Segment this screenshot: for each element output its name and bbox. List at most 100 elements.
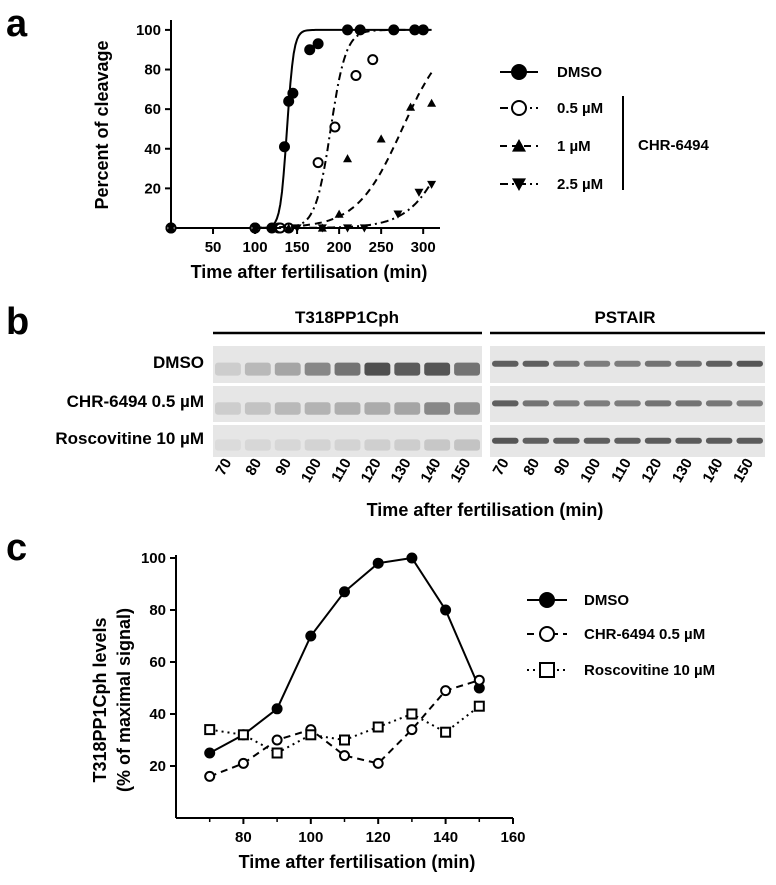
panel-c-y-label-units: (% of maximal signal) [114,608,134,792]
panel-c-y-tick-label: 60 [149,654,166,671]
blot-band [304,439,331,451]
blot-lane-label: 80 [520,456,543,479]
series-line [209,679,480,778]
legend-label: 2.5 µM [557,176,603,193]
data-point [305,630,317,642]
panel-a-x-tick-label: 300 [411,239,436,256]
data-point [427,98,437,107]
blot-band [244,362,271,376]
data-point [406,724,418,736]
blot-x-label: Time after fertilisation (min) [367,500,604,520]
legend-label: CHR-6494 0.5 µM [584,626,705,643]
data-point [393,210,403,219]
blot-band [334,402,361,415]
blot-band [583,437,611,444]
data-point [339,750,350,762]
data-point [204,770,216,782]
data-point [278,141,290,153]
blot-row-label: DMSO [153,353,204,372]
data-point [237,757,249,769]
data-point [427,180,437,189]
panel-c-legend: DMSO CHR-6494 0.5 µM Roscovitine 10 µM [527,592,715,679]
panel-c-letter: c [6,527,27,569]
data-point [166,224,176,233]
data-point [204,747,216,759]
blot-band [364,439,391,451]
blot-band [522,400,550,407]
blot-band [244,402,271,415]
data-point [414,188,424,197]
blot-band [215,402,241,415]
data-point [406,102,416,111]
panel-c-x-tick-label: 100 [298,829,323,846]
panel-c-y-tick-label: 20 [149,758,166,775]
data-point [305,729,317,741]
blot-band [304,402,331,415]
blot-band [424,362,451,376]
blot-lane-label: 120 [638,456,665,486]
panel-c-y-tick-label: 40 [149,706,166,723]
data-point [250,224,260,233]
blot-band [553,437,580,444]
data-point [271,747,283,759]
legend-label: 0.5 µM [557,100,603,117]
blot-lane-label: 100 [298,456,325,486]
panel-a-x-tick-label: 50 [205,239,222,256]
series-fit-line [255,28,432,229]
blot-band [614,400,641,407]
blot-lane-label: 110 [328,456,355,485]
panel-c-x-tick-label: 140 [433,829,458,846]
blot-band [454,402,480,415]
panel-c-y-tick-label: 100 [141,550,166,567]
blot-band [274,362,301,376]
data-point [440,685,452,697]
panel-a-y-tick-label: 60 [144,101,161,118]
data-point [406,552,418,564]
blot-band [644,400,672,407]
blot-lane-label: 130 [388,456,415,486]
panel-a-y-tick-label: 40 [144,141,161,158]
data-point [473,674,485,686]
blot-group-left-label: T318PP1Cph [295,308,399,327]
blot-band [675,360,702,367]
legend-marker [512,178,526,191]
data-point [440,726,452,738]
blot-band [492,437,519,444]
data-point [312,157,324,169]
legend-marker [539,626,555,642]
data-point [342,24,354,36]
legend-marker [539,592,555,608]
data-point [312,38,324,50]
data-point [334,209,344,218]
data-point [388,24,400,36]
series-fit-line [255,71,433,229]
blot-band [304,362,331,376]
panel-c-x-tick-label: 120 [366,829,391,846]
panel-c-x-label: Time after fertilisation (min) [239,852,476,872]
blot-lane-label: 80 [242,456,265,479]
blot-band [244,439,271,451]
legend-group-label: CHR-6494 [638,137,710,154]
blot-band [522,437,550,444]
legend-marker [512,139,526,152]
legend-label: DMSO [557,64,602,81]
blot-band [644,437,672,444]
data-point [372,757,384,769]
data-point [292,224,302,233]
data-point [343,224,353,233]
legend-marker [511,100,527,116]
data-point [359,224,369,233]
blot-band [736,360,763,367]
blot-band [583,360,611,367]
blot-group-right-label: PSTAIR [594,308,655,327]
data-point [271,734,283,746]
data-point [372,557,384,569]
blot-lane-label: 110 [608,456,635,485]
blot-band [364,362,391,376]
legend-marker [539,662,555,678]
data-point [287,87,299,99]
blot-lane-label: 140 [417,456,444,486]
panel-c-y-label: T318PP1Cph levels [90,617,110,782]
blot-band [644,360,672,367]
